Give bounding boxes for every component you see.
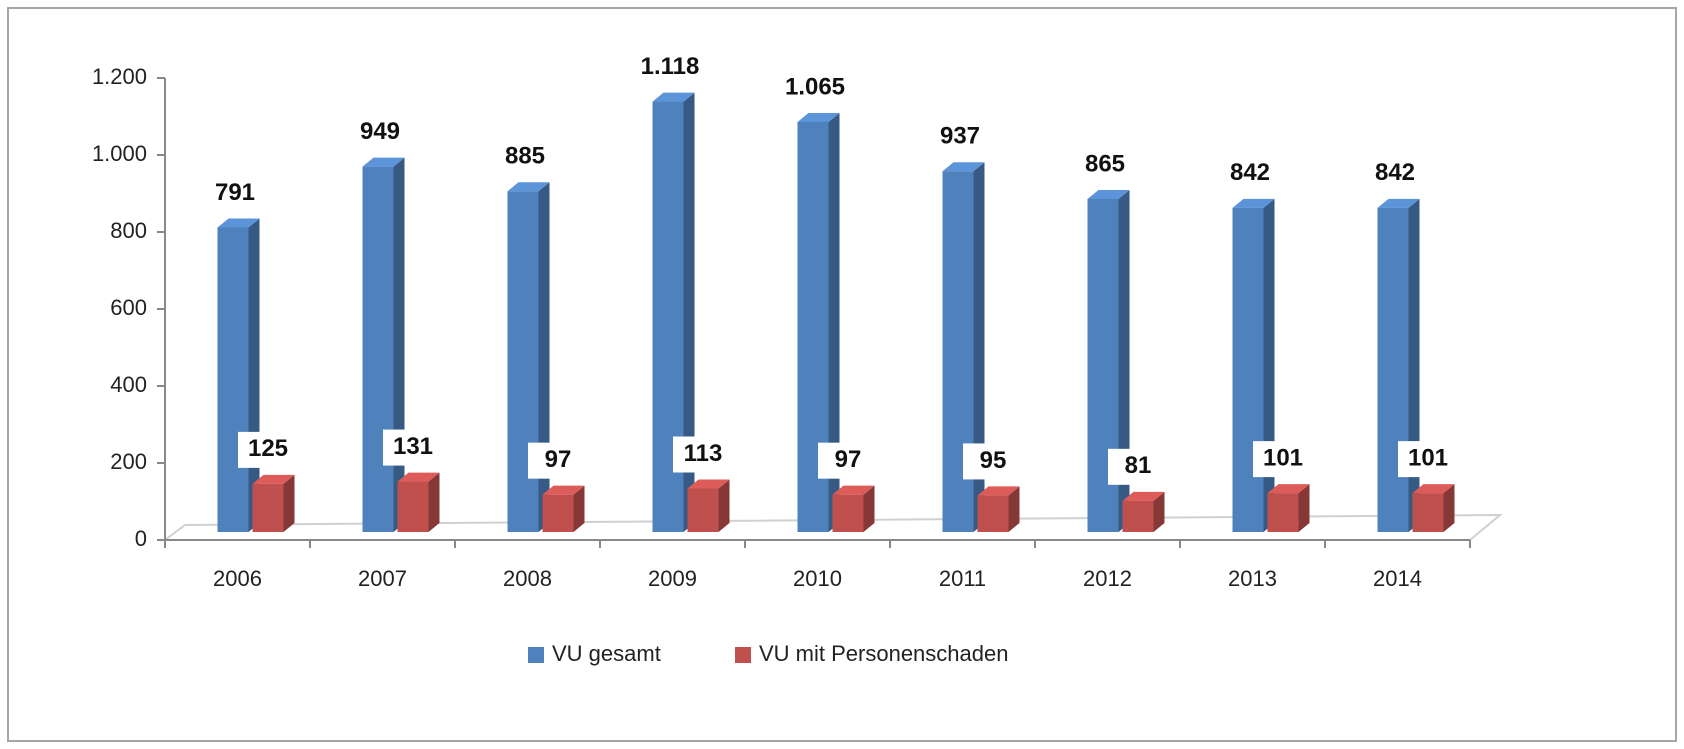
bar-top <box>832 485 875 495</box>
x-tick-label: 2014 <box>1373 566 1422 591</box>
bar-side <box>683 92 695 532</box>
x-tick-label: 2008 <box>503 566 552 591</box>
bar <box>832 494 864 532</box>
bar-side <box>1118 189 1130 532</box>
x-tick-label: 2009 <box>648 566 697 591</box>
bar-top <box>397 472 440 482</box>
x-tick-label: 2006 <box>213 566 262 591</box>
data-label: 842 <box>1230 159 1270 186</box>
bar-top <box>1412 484 1455 494</box>
data-label: 113 <box>684 440 723 467</box>
data-label: 842 <box>1375 159 1415 186</box>
data-label: 101 <box>1263 444 1303 471</box>
data-label: 791 <box>215 179 255 206</box>
bar <box>687 488 719 532</box>
bar <box>1267 493 1299 532</box>
bar-side <box>428 472 440 532</box>
x-tick-label: 2012 <box>1083 566 1132 591</box>
data-label-box <box>963 443 1023 480</box>
data-label-box <box>818 442 878 479</box>
bar <box>252 483 284 532</box>
bar-top <box>542 485 585 495</box>
bar <box>1377 207 1409 532</box>
bar-top <box>977 486 1020 496</box>
y-tick-label: 0 <box>135 526 147 551</box>
bar-top <box>687 479 730 489</box>
bar-top <box>362 157 405 167</box>
bar-side <box>718 479 730 532</box>
data-label: 101 <box>1408 444 1448 471</box>
data-label: 1.118 <box>641 53 700 80</box>
bar <box>542 494 574 532</box>
bar-side <box>393 157 405 532</box>
data-label-box <box>1398 441 1458 478</box>
bar-side <box>538 182 550 532</box>
bar-top <box>217 218 260 228</box>
bar-top <box>1087 189 1130 199</box>
y-tick-label: 600 <box>110 295 147 320</box>
bar-side <box>863 485 875 532</box>
data-label: 937 <box>940 123 980 150</box>
data-label-box <box>383 429 443 466</box>
bar <box>977 495 1009 532</box>
data-label: 885 <box>505 143 545 170</box>
x-tick-label: 2011 <box>939 566 986 591</box>
legend-swatch <box>528 647 544 663</box>
data-label: 865 <box>1085 150 1125 177</box>
bar-side <box>1298 484 1310 532</box>
bar <box>507 191 539 532</box>
y-tick-label: 200 <box>110 449 147 474</box>
bar <box>1412 493 1444 532</box>
bar-side <box>1153 491 1165 532</box>
data-label: 81 <box>1125 452 1152 479</box>
data-label-box <box>673 436 733 473</box>
x-tick-label: 2007 <box>358 566 407 591</box>
bar-side <box>283 474 295 532</box>
bar-top <box>1232 198 1275 208</box>
bar-top <box>507 182 550 192</box>
y-tick-label: 1.200 <box>92 64 147 89</box>
x-tick-label: 2010 <box>793 566 842 591</box>
bar-side <box>1443 484 1455 532</box>
bar-side <box>1008 486 1020 532</box>
bar-top <box>1267 484 1310 494</box>
x-tick-label: 2013 <box>1228 566 1277 591</box>
bar-side <box>973 162 985 532</box>
bar <box>1232 207 1264 532</box>
bar-top <box>652 92 695 102</box>
bar-top <box>797 112 840 122</box>
bar <box>1122 500 1154 532</box>
data-label: 949 <box>360 118 400 145</box>
bar <box>217 227 249 532</box>
y-tick-label: 800 <box>110 218 147 243</box>
bar-side <box>573 485 585 532</box>
data-label-box <box>528 442 588 479</box>
y-tick-label: 400 <box>110 372 147 397</box>
bar-top <box>1377 198 1420 208</box>
data-label: 125 <box>248 435 288 462</box>
bar <box>397 481 429 532</box>
bar-top <box>942 162 985 172</box>
legend-label: VU mit Personenschaden <box>759 641 1008 666</box>
legend-swatch <box>735 647 751 663</box>
data-label-box <box>1253 441 1313 478</box>
y-tick-label: 1.000 <box>92 141 147 166</box>
data-label: 97 <box>835 446 862 473</box>
data-label: 131 <box>393 433 433 460</box>
bar-side <box>1408 198 1420 532</box>
bar <box>362 166 394 532</box>
data-label: 97 <box>545 446 572 473</box>
data-label: 95 <box>980 447 1007 474</box>
data-label: 1.065 <box>785 73 845 100</box>
legend-label: VU gesamt <box>552 641 661 666</box>
bar-side <box>1263 198 1275 532</box>
bar-top <box>1122 491 1165 501</box>
bar-top <box>252 474 295 484</box>
data-label-box <box>238 431 298 468</box>
data-label-box <box>1108 448 1168 485</box>
bar-side <box>828 112 840 532</box>
